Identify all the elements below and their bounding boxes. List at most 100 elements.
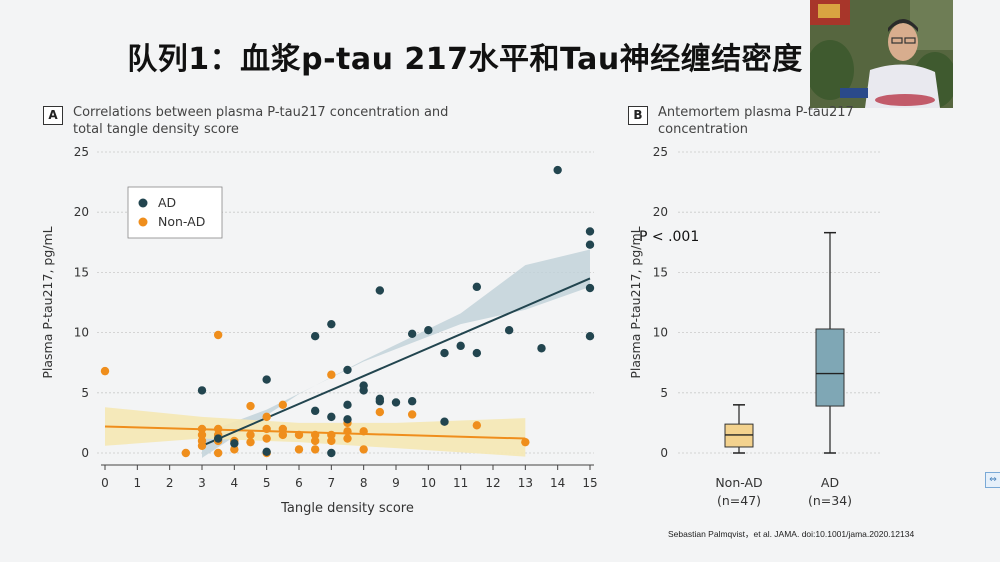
ad-point bbox=[585, 332, 595, 341]
legend-box bbox=[127, 186, 223, 239]
slide-title: 队列1：血浆p-tau 217水平和Tau神经缠结密度 bbox=[127, 42, 803, 77]
x-axis-label: Tangle density score bbox=[280, 501, 414, 516]
non-ad-point bbox=[327, 430, 336, 440]
ad-point bbox=[472, 348, 482, 358]
ad-trend-line bbox=[201, 277, 591, 447]
non-ad-point bbox=[375, 407, 385, 417]
y-axis-label: Plasma P-tau217, pg/mL bbox=[628, 226, 643, 378]
x-tick-label: 4 bbox=[231, 476, 239, 490]
fullscreen-icon[interactable]: ⇔ bbox=[985, 472, 1000, 488]
non-ad-point bbox=[472, 421, 482, 430]
non-ad-point bbox=[213, 330, 223, 340]
x-tick-label: 11 bbox=[453, 476, 468, 490]
legend-non-ad-marker bbox=[138, 217, 148, 227]
n-label: (n=47) bbox=[717, 493, 761, 508]
x-tick-label: 6 bbox=[295, 476, 303, 490]
y-tick-label: 0 bbox=[81, 446, 89, 460]
citation: Sebastian Palmqvist，et al. JAMA. doi:10.… bbox=[668, 529, 915, 539]
ad-point bbox=[424, 325, 433, 335]
presenter-video-frame bbox=[810, 0, 953, 108]
ad-point bbox=[327, 319, 336, 329]
non-ad-point bbox=[262, 434, 271, 443]
ad-point bbox=[262, 447, 271, 456]
non-ad-point bbox=[327, 370, 336, 379]
ad-point bbox=[359, 386, 368, 395]
y-tick-label: 5 bbox=[81, 386, 89, 400]
x-tick-label: 10 bbox=[421, 476, 436, 490]
non-ad-point bbox=[343, 427, 352, 436]
x-tick-label: 2 bbox=[166, 476, 174, 490]
non-ad-point bbox=[230, 445, 239, 454]
ad-point bbox=[197, 386, 207, 395]
non-ad-point bbox=[407, 410, 417, 419]
category-label: Non-AD bbox=[715, 475, 762, 490]
ad-point bbox=[440, 417, 449, 426]
non-ad-point bbox=[246, 430, 255, 440]
ad-confidence-band bbox=[202, 249, 590, 458]
non-ad-point bbox=[262, 412, 271, 422]
non-ad-point bbox=[278, 400, 288, 410]
x-tick-label: 3 bbox=[198, 476, 206, 490]
non-ad-point bbox=[213, 424, 223, 434]
ad-point bbox=[343, 400, 352, 410]
presenter-video bbox=[810, 0, 953, 108]
panel-b-title-line1: Antemortem plasma P-tau217 bbox=[658, 105, 854, 120]
non-ad-point bbox=[294, 430, 304, 440]
panel-a-letter: A bbox=[43, 106, 63, 125]
y-tick-label: 0 bbox=[660, 446, 668, 460]
non-ad-point bbox=[278, 430, 288, 440]
non-ad-point bbox=[197, 441, 207, 450]
ad-point bbox=[585, 227, 595, 236]
non-ad-point bbox=[197, 430, 207, 440]
x-tick-label: 9 bbox=[392, 476, 400, 490]
p-value-annotation: P < .001 bbox=[639, 229, 699, 245]
non-ad-point bbox=[246, 401, 255, 411]
y-tick-label: 15 bbox=[653, 265, 668, 279]
non-ad-point bbox=[246, 437, 255, 447]
ad-point bbox=[391, 398, 401, 407]
ad-point bbox=[343, 365, 352, 375]
ad-point bbox=[440, 348, 449, 358]
non-ad-point bbox=[521, 437, 530, 447]
ad-point bbox=[213, 434, 223, 443]
ad-point bbox=[407, 397, 417, 406]
panel-b-title-line2: concentration bbox=[658, 122, 749, 137]
ad-point bbox=[585, 283, 595, 293]
y-tick-label: 5 bbox=[660, 386, 668, 400]
y-tick-label: 25 bbox=[653, 145, 668, 159]
panel-a-title-line2: total tangle density score bbox=[73, 122, 239, 137]
y-tick-label: 20 bbox=[653, 205, 668, 219]
x-tick-label: 15 bbox=[582, 476, 597, 490]
x-tick-label: 12 bbox=[485, 476, 500, 490]
ad-point bbox=[553, 165, 562, 175]
ad-point bbox=[375, 397, 385, 406]
x-tick-label: 0 bbox=[101, 476, 109, 490]
non-ad-point bbox=[100, 366, 110, 376]
ad-point bbox=[407, 329, 417, 339]
y-axis-label: Plasma P-tau217, pg/mL bbox=[40, 226, 55, 378]
ad-point bbox=[585, 240, 595, 249]
ad-point bbox=[537, 344, 546, 353]
ad-point bbox=[343, 415, 352, 424]
x-tick-label: 13 bbox=[518, 476, 533, 490]
ad-point bbox=[456, 341, 465, 351]
x-tick-label: 1 bbox=[134, 476, 142, 490]
legend-ad-label: AD bbox=[158, 195, 176, 210]
x-tick-label: 7 bbox=[328, 476, 336, 490]
panel-a-title-line1: Correlations between plasma P-tau217 con… bbox=[73, 105, 449, 120]
y-tick-label: 25 bbox=[74, 145, 89, 159]
ad-point bbox=[230, 439, 239, 448]
legend-non-ad-label: Non-AD bbox=[158, 214, 205, 229]
ad-point bbox=[327, 412, 336, 422]
non-ad-point bbox=[294, 445, 304, 454]
legend-ad-marker bbox=[138, 198, 148, 208]
ad-point bbox=[504, 325, 514, 335]
non-ad-point bbox=[359, 427, 368, 436]
y-tick-label: 15 bbox=[74, 265, 89, 279]
y-tick-label: 10 bbox=[653, 326, 668, 340]
ad-point bbox=[472, 282, 482, 292]
box-chart: 0 5 10 15 20 25 Plasma P-tau217, pg/mL Non-AD (n… bbox=[628, 145, 880, 508]
non-ad-point bbox=[310, 430, 320, 440]
